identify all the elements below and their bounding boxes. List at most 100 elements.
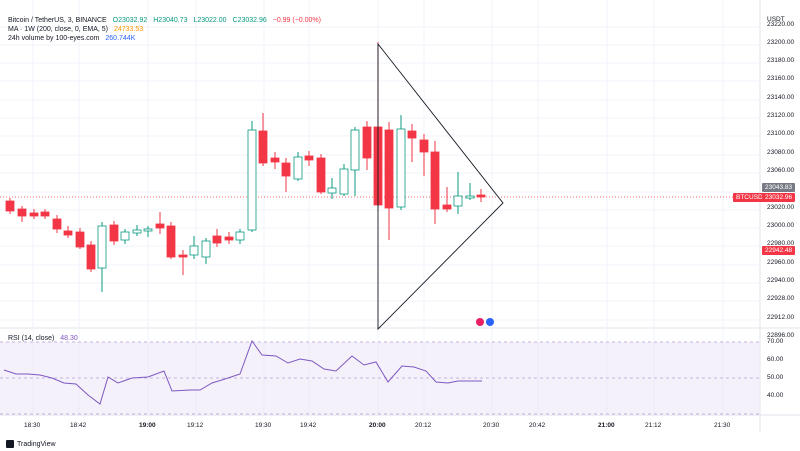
symbol-title[interactable]: Bitcoin / TetherUS, 3, BINANCE xyxy=(8,17,107,24)
time-tick: 19:12 xyxy=(187,422,204,429)
candle-body xyxy=(270,157,280,163)
candle-body xyxy=(52,218,62,230)
tradingview-icon xyxy=(6,440,14,448)
price-tick: 22896.00 xyxy=(767,332,795,339)
candle-body xyxy=(339,168,349,195)
rsi-tick: 70.00 xyxy=(767,338,784,345)
candle-body xyxy=(29,212,39,217)
rsi-legend[interactable]: RSI (14, close) 48.30 xyxy=(8,334,82,343)
candle-body xyxy=(40,211,50,217)
candle-body xyxy=(327,187,337,194)
candle-body xyxy=(396,128,406,208)
candle-body xyxy=(132,229,142,234)
time-tick: 21:30 xyxy=(714,422,731,429)
price-tick: 22960.00 xyxy=(767,259,795,266)
candle-body xyxy=(120,231,130,241)
rsi-tick: 50.00 xyxy=(767,374,784,381)
price-tick: 22940.00 xyxy=(767,277,795,284)
price-tick: 23080.00 xyxy=(767,149,795,156)
price-tick: 22980.00 xyxy=(767,240,795,247)
tradingview-logo[interactable]: TradingView xyxy=(6,440,56,448)
last-price-tag: 23032.96 xyxy=(762,193,796,202)
candle-body xyxy=(258,130,268,164)
time-tick: 20:42 xyxy=(529,422,546,429)
ma-value: 24733.53 xyxy=(113,26,144,33)
symbol-legend: Bitcoin / TetherUS, 3, BINANCE O23032.92… xyxy=(8,16,325,25)
time-tick: 18:30 xyxy=(24,422,41,429)
ma-label: MA · 1W (200, close, 0, EMA, 5) xyxy=(8,26,108,33)
flag-icon[interactable] xyxy=(486,318,494,326)
price-tick: 23020.00 xyxy=(767,204,795,211)
time-tick: 19:00 xyxy=(139,422,156,429)
time-tick: 20:12 xyxy=(415,422,432,429)
volume-legend[interactable]: 24h volume by 100-eyes.com 260.744K xyxy=(8,34,139,43)
candle-body xyxy=(109,224,119,242)
ohlc-change: −0.99 (−0.00%) xyxy=(272,17,321,24)
candle-body xyxy=(75,231,85,248)
price-tag-low: 22942.48 xyxy=(762,246,796,255)
candle-body xyxy=(17,208,27,217)
candle-body xyxy=(281,162,291,177)
candle-body xyxy=(63,230,73,236)
price-tick: 22928.00 xyxy=(767,295,795,302)
currency-label[interactable]: USDT xyxy=(767,16,785,23)
candle-body xyxy=(476,194,486,198)
price-tick: 23060.00 xyxy=(767,167,795,174)
time-tick: 18:42 xyxy=(70,422,87,429)
time-tick: 20:30 xyxy=(483,422,500,429)
candle-body xyxy=(247,129,257,231)
candle-body xyxy=(212,235,222,244)
candle-body xyxy=(224,236,234,241)
ohlc-low: L23022.00 xyxy=(193,17,227,24)
candle-body xyxy=(189,245,199,256)
candle-body xyxy=(293,156,303,180)
candle-body xyxy=(407,130,417,139)
candle-body xyxy=(350,129,360,171)
candle-body xyxy=(97,225,107,269)
rsi-line xyxy=(3,339,482,405)
candle-body xyxy=(143,228,153,232)
candle-body xyxy=(155,223,165,229)
volume-value: 260.744K xyxy=(105,35,136,42)
candle-body xyxy=(5,200,15,212)
candle-body xyxy=(304,155,314,161)
candle-body xyxy=(419,139,429,153)
candle-body xyxy=(316,157,326,193)
candle-body xyxy=(178,254,188,258)
price-tick: 23140.00 xyxy=(767,94,795,101)
ohlc-high: H23040.73 xyxy=(153,17,188,24)
time-tick: 21:00 xyxy=(598,422,615,429)
candle-body xyxy=(201,240,211,258)
candle-body xyxy=(453,195,463,207)
ohlc-open: O23032.92 xyxy=(112,17,148,24)
price-tick: 23120.00 xyxy=(767,112,795,119)
event-badges[interactable] xyxy=(476,318,494,326)
event-icon[interactable] xyxy=(476,318,484,326)
candle-body xyxy=(430,151,440,210)
volume-label: 24h volume by 100-eyes.com xyxy=(8,35,100,42)
time-tick: 20:00 xyxy=(369,422,386,429)
price-tick: 23180.00 xyxy=(767,57,795,64)
ohlc-close: C23032.96 xyxy=(232,17,267,24)
candle-body xyxy=(465,195,475,199)
candle-body xyxy=(362,126,372,159)
candle-body xyxy=(166,225,176,258)
rsi-tick: 60.00 xyxy=(767,356,784,363)
brand-name: TradingView xyxy=(17,440,56,448)
candle-body xyxy=(442,204,452,210)
triangle-drawing xyxy=(377,42,504,331)
price-tick: 22912.00 xyxy=(767,314,795,321)
rsi-tick: 40.00 xyxy=(767,392,784,399)
candle-body xyxy=(86,244,96,270)
symbol-price-tag: BTCUSDT xyxy=(733,193,770,202)
price-tag-high: 23043.83 xyxy=(762,183,796,192)
time-tick: 21:12 xyxy=(645,422,662,429)
time-tick: 19:30 xyxy=(255,422,272,429)
price-tick: 23000.00 xyxy=(767,222,795,229)
candle-body xyxy=(384,129,394,209)
candle-body xyxy=(235,231,245,241)
price-tick: 23100.00 xyxy=(767,130,795,137)
ma-legend[interactable]: MA · 1W (200, close, 0, EMA, 5) 24733.53 xyxy=(8,25,147,34)
time-tick: 19:42 xyxy=(300,422,317,429)
